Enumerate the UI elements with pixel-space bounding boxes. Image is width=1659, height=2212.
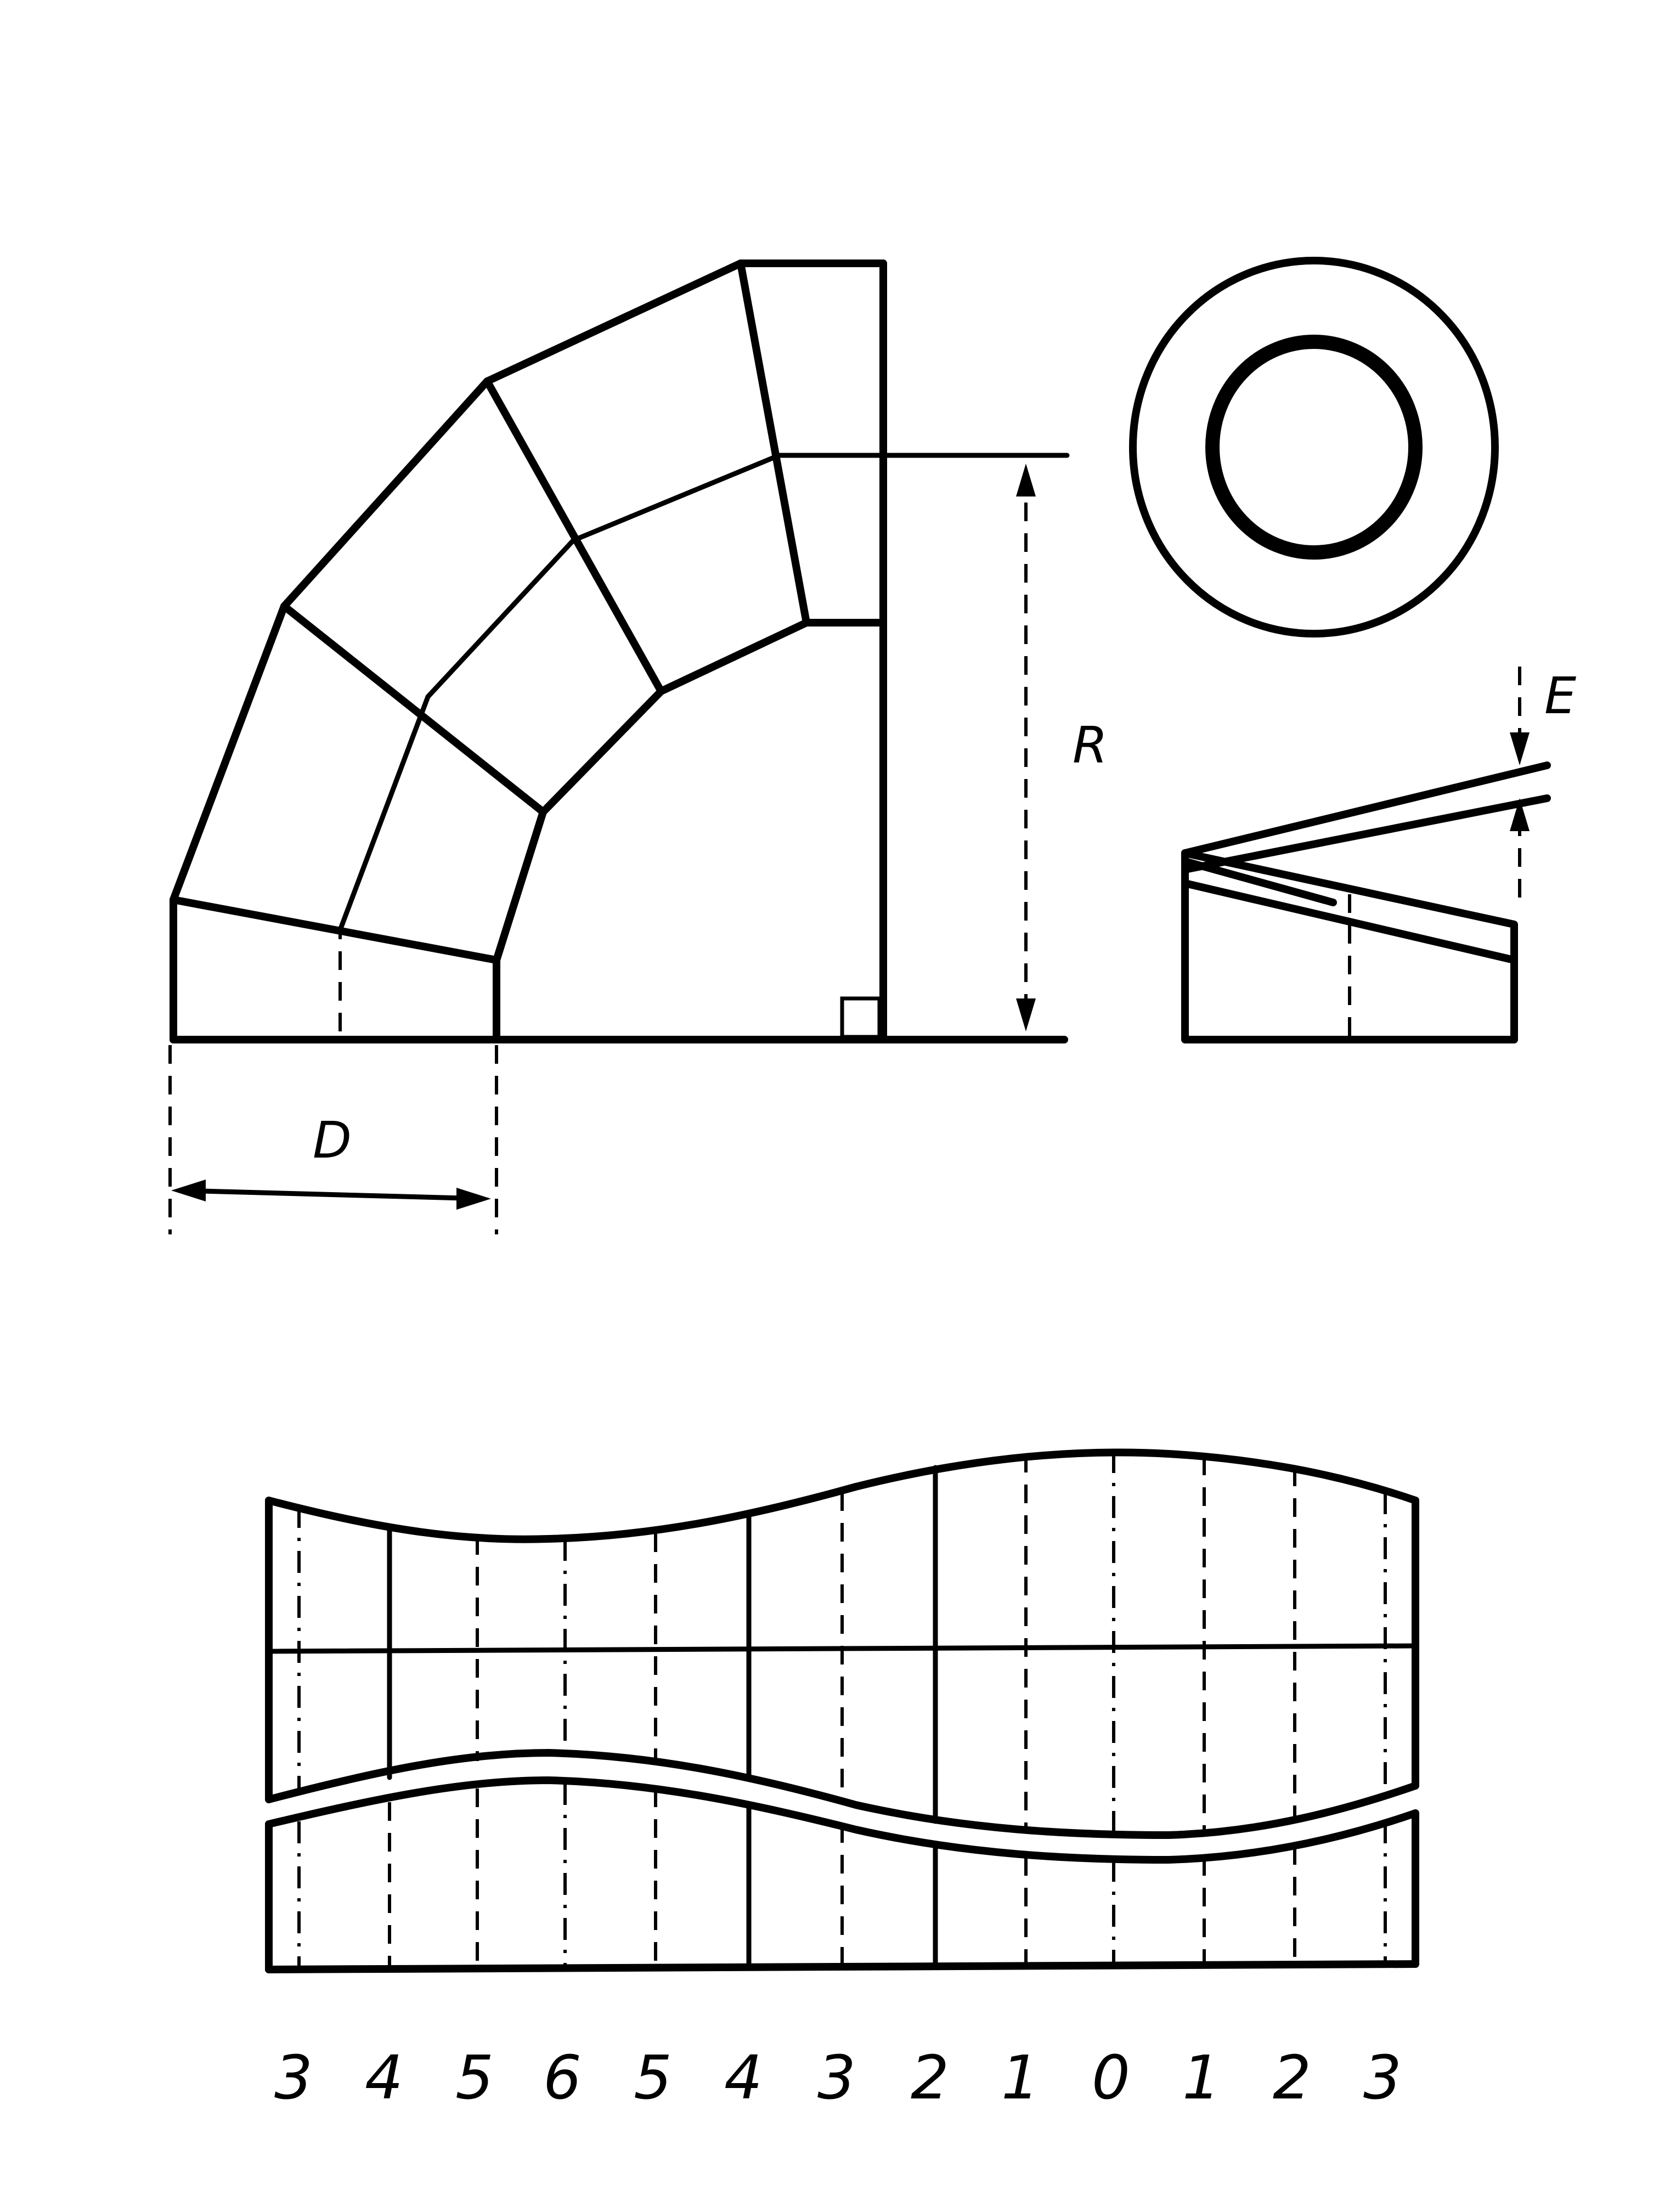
- station-number: 3: [1363, 2042, 1402, 2113]
- pattern-lower-top-curve: [265, 1776, 1419, 1864]
- station-numbers: 3 4 5 6 5 4 3 2 1 0 1 2 3: [274, 2042, 1402, 2113]
- diameter-arrow-right: [456, 1188, 491, 1210]
- segment-slope-line-1: [1181, 761, 1551, 857]
- station-number: 2: [1273, 2042, 1311, 2113]
- station-number: 1: [1001, 2042, 1040, 2113]
- station-number: 2: [911, 2042, 949, 2113]
- ring-end-view: [1129, 257, 1499, 637]
- elbow-side-view: R D: [168, 259, 1108, 1234]
- station-number: 4: [724, 2042, 763, 2113]
- station-number: 1: [1182, 2042, 1221, 2113]
- radius-label: R: [1073, 716, 1108, 775]
- station-number: 0: [1092, 2042, 1130, 2113]
- elbow-segment-division: [170, 896, 500, 964]
- radius-arrow-top: [1016, 464, 1036, 496]
- ring-inner-circle: [1205, 335, 1423, 560]
- radius-arrow-bottom: [1016, 998, 1036, 1031]
- station-number: 3: [274, 2042, 313, 2113]
- pattern-upper-bottom-curve: [265, 1749, 1419, 1839]
- thickness-arrow-top: [1510, 732, 1530, 765]
- segment-slope-line-2: [1181, 794, 1551, 873]
- station-number: 3: [817, 2042, 856, 2113]
- right-angle-marker: [840, 996, 882, 1039]
- segment-outline: [1181, 849, 1518, 1043]
- diameter-label: D: [313, 1111, 352, 1170]
- station-number: 4: [365, 2042, 403, 2113]
- pattern-generator-lines: [297, 1451, 1387, 1970]
- pattern-lower-bottom-line: [265, 1960, 1419, 1973]
- station-number: 5: [634, 2042, 672, 2113]
- pattern-upper-top-curve: [265, 1448, 1419, 1543]
- development-pattern: 3 4 5 6 5 4 3 2 1 0 1 2 3: [265, 1448, 1419, 2113]
- elbow-segment-division: [737, 259, 810, 627]
- station-number: 6: [543, 2042, 582, 2113]
- elbow-inner-edge: [493, 619, 887, 1043]
- thickness-label: E: [1544, 667, 1576, 725]
- segment-detail: E: [1181, 667, 1576, 1043]
- elbow-segment-division: [280, 602, 547, 816]
- segment-inner-line: [1181, 879, 1518, 964]
- thickness-arrow-bottom: [1510, 798, 1530, 831]
- segment-cross-line: [1181, 857, 1337, 906]
- diameter-dimension-line: [178, 1188, 486, 1201]
- ring-outer-circle: [1129, 257, 1499, 637]
- diameter-arrow-left: [171, 1180, 206, 1201]
- station-number: 5: [455, 2042, 494, 2113]
- elbow-centerline: [337, 453, 886, 933]
- elbow-segment-division: [483, 377, 665, 695]
